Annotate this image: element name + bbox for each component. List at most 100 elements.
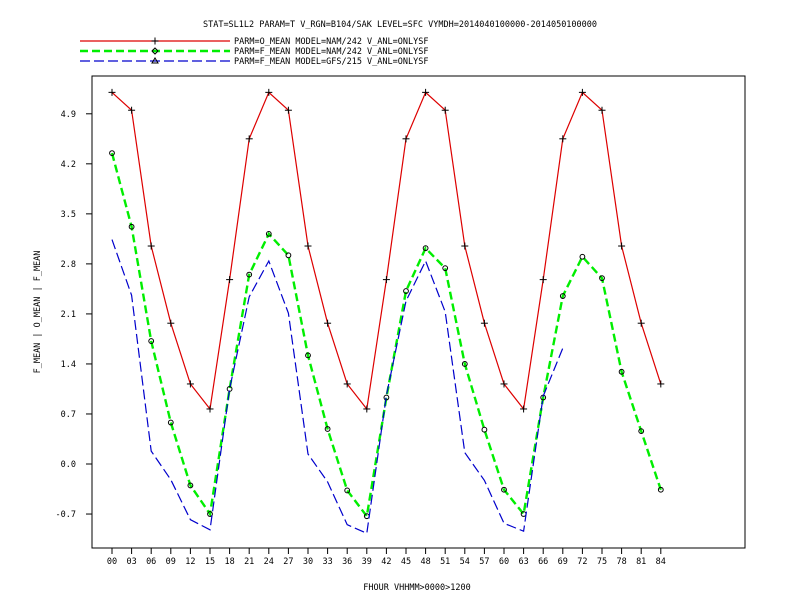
data-point — [559, 293, 566, 299]
y-tick-label: 2.1 — [61, 310, 76, 320]
y-axis: -0.7 0.0 0.7 1.4 2.1 2.8 3.5 4.2 4.9 — [56, 110, 92, 520]
x-tick-label: 15 — [205, 557, 215, 567]
series-layer — [108, 88, 665, 535]
data-point — [285, 252, 292, 259]
x-tick-label: 09 — [166, 557, 176, 567]
x-tick-label: 51 — [440, 557, 450, 567]
x-tick-label: 27 — [283, 557, 293, 567]
data-point — [422, 245, 429, 252]
x-tick-label: 36 — [342, 557, 352, 567]
legend-label: PARM=F_MEAN MODEL=GFS/215 V_ANL=ONLYSF — [234, 57, 428, 67]
legend-marker — [151, 47, 159, 55]
series-3 — [111, 239, 564, 535]
data-point — [186, 380, 194, 388]
x-tick-label: 66 — [538, 557, 548, 567]
data-point — [383, 394, 390, 401]
data-point — [265, 88, 273, 96]
x-tick-label: 06 — [146, 557, 156, 567]
y-tick-label: 4.2 — [61, 160, 76, 170]
data-point — [403, 288, 409, 294]
x-tick-label: 24 — [264, 557, 274, 567]
x-tick-label: 12 — [185, 557, 195, 567]
data-point — [206, 405, 214, 413]
data-point — [579, 253, 586, 260]
x-tick-label: 30 — [303, 557, 313, 567]
x-tick-label: 75 — [597, 557, 607, 567]
data-point — [128, 106, 136, 114]
data-point — [559, 135, 567, 143]
data-point — [599, 275, 605, 282]
x-tick-label: 00 — [107, 557, 117, 567]
x-tick-label: 39 — [362, 557, 372, 567]
chart-title: STAT=SL1L2 PARAM=T V_RGN=B104/SAK LEVEL=… — [203, 20, 597, 30]
x-tick-label: 21 — [244, 557, 254, 567]
data-point — [480, 319, 488, 327]
data-point — [187, 482, 194, 489]
y-tick-label: 4.9 — [61, 110, 76, 120]
data-point — [324, 426, 331, 432]
data-point — [618, 368, 625, 375]
y-tick-label: 3.5 — [61, 210, 76, 220]
x-tick-label: 57 — [479, 557, 489, 567]
legend-marker — [151, 37, 159, 45]
data-point — [167, 419, 174, 426]
data-point — [245, 135, 253, 143]
data-point — [481, 426, 488, 433]
y-tick-label: 2.8 — [61, 260, 76, 270]
x-tick-label: 84 — [656, 557, 666, 567]
x-tick-label: 03 — [126, 557, 136, 567]
data-point — [500, 380, 508, 388]
data-point — [304, 242, 312, 250]
series-1 — [108, 88, 665, 413]
x-axis: 00 03 06 09 12 15 18 21 24 27 30 33 36 39 42 45 48 51 54 57… — [107, 548, 666, 567]
data-point — [657, 380, 665, 388]
x-tick-label: 78 — [616, 557, 626, 567]
data-point — [539, 276, 547, 284]
data-point — [578, 88, 586, 96]
y-tick-label: 0.0 — [61, 460, 76, 470]
data-point — [284, 106, 292, 114]
x-tick-label: 42 — [381, 557, 391, 567]
series-2 — [109, 150, 664, 520]
data-point — [207, 511, 213, 517]
y-axis-label: F_MEAN | O_MEAN | F_MEAN — [33, 251, 43, 374]
y-tick-label: -0.7 — [56, 510, 76, 520]
data-point — [344, 487, 351, 494]
data-point — [167, 319, 175, 327]
data-point — [657, 486, 664, 493]
data-point — [501, 486, 507, 493]
data-point — [343, 380, 351, 388]
x-axis-label: FHOUR VHHMM>0000>1200 — [363, 583, 470, 593]
data-point — [382, 276, 390, 284]
data-point — [637, 319, 645, 327]
x-tick-label: 33 — [322, 557, 332, 567]
y-tick-label: 1.4 — [61, 360, 76, 370]
data-point — [108, 88, 116, 96]
data-point — [598, 106, 606, 114]
data-point — [441, 106, 449, 114]
data-point — [618, 242, 626, 250]
data-point — [520, 405, 528, 413]
legend-label: PARM=O_MEAN MODEL=NAM/242 V_ANL=ONLYSF — [234, 37, 428, 47]
data-point — [461, 242, 469, 250]
y-tick-label: 0.7 — [61, 410, 76, 420]
data-point — [148, 338, 155, 344]
data-point — [363, 405, 371, 413]
data-point — [638, 428, 645, 435]
x-tick-label: 69 — [558, 557, 568, 567]
data-point — [305, 352, 311, 359]
data-point — [422, 88, 430, 96]
x-tick-label: 81 — [636, 557, 646, 567]
data-point — [147, 242, 155, 250]
plot-area-frame — [91, 75, 746, 549]
data-point — [128, 223, 135, 230]
data-point — [461, 361, 468, 367]
legend-label: PARM=F_MEAN MODEL=NAM/242 V_ANL=ONLYSF — [234, 47, 428, 57]
x-tick-label: 45 — [401, 557, 411, 567]
series-line — [111, 239, 564, 535]
data-point — [265, 230, 272, 237]
x-tick-label: 18 — [224, 557, 234, 567]
series-line — [110, 152, 662, 520]
x-tick-label: 63 — [518, 557, 528, 567]
